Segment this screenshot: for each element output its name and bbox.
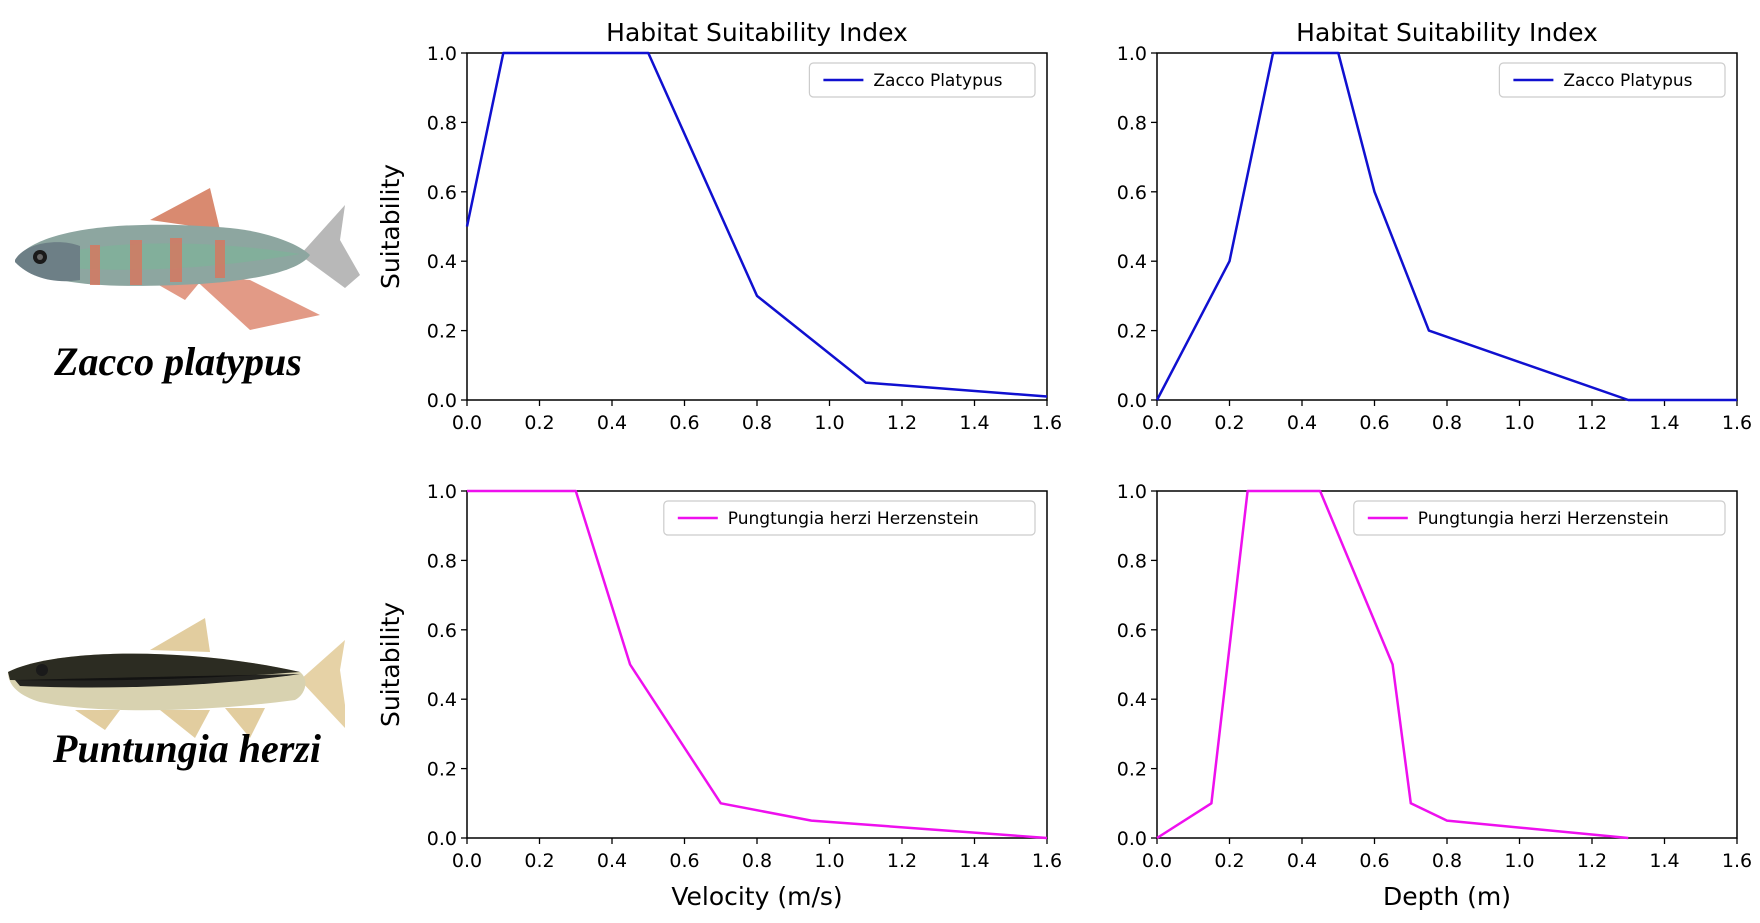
chart2-series-line bbox=[1155, 51, 1737, 402]
chart1-x-tick-label: 1.2 bbox=[887, 412, 917, 434]
chart4-legend-label: Pungtungia herzi Herzenstein bbox=[1418, 509, 1669, 529]
chart2-y-tick-label: 0.2 bbox=[1117, 321, 1147, 343]
chart3-x-tick-label: 0.8 bbox=[742, 850, 772, 872]
chart3-x-tick-label: 1.0 bbox=[814, 850, 844, 872]
chart3-y-tick-label: 0.8 bbox=[427, 550, 457, 572]
chart4-x-tick-label: 1.6 bbox=[1722, 850, 1752, 872]
chart4-y-tick-label: 0.6 bbox=[1117, 620, 1147, 642]
chart4-x-tick-label: 0.4 bbox=[1287, 850, 1317, 872]
chart3-y-tick-label: 0.4 bbox=[427, 689, 457, 711]
chart2-x-tick-label: 0.6 bbox=[1359, 412, 1389, 434]
chart3-y-tick-label: 1.0 bbox=[427, 481, 457, 503]
chart4-x-tick-label: 0.0 bbox=[1142, 850, 1172, 872]
chart3-axes-frame bbox=[466, 490, 1048, 839]
chart3-x-tick-label: 1.6 bbox=[1032, 850, 1062, 872]
chart1-y-tick-label: 1.0 bbox=[427, 43, 457, 65]
chart4-y-tick-label: 0.8 bbox=[1117, 550, 1147, 572]
chart3-y-tick-label: 0.6 bbox=[427, 620, 457, 642]
chart3-x-tick-label: 0.0 bbox=[452, 850, 482, 872]
chart4-x-tick-label: 0.2 bbox=[1214, 850, 1244, 872]
chart1-x-tick-label: 0.6 bbox=[669, 412, 699, 434]
chart1-axes-frame bbox=[466, 52, 1048, 401]
chart4-x-tick-label: 1.2 bbox=[1577, 850, 1607, 872]
chart4-legend-box bbox=[1353, 500, 1726, 536]
chart2-axes-frame bbox=[1156, 52, 1738, 401]
chart3-x-axis-label: Velocity (m/s) bbox=[671, 882, 842, 911]
chart3-x-tick-label: 0.4 bbox=[597, 850, 627, 872]
chart4-series-line bbox=[1156, 489, 1629, 840]
chart4-x-tick-label: 1.4 bbox=[1649, 850, 1679, 872]
chart2-y-tick-label: 0.8 bbox=[1117, 112, 1147, 134]
chart1-legend-box bbox=[808, 62, 1036, 98]
chart1-x-tick-label: 1.0 bbox=[814, 412, 844, 434]
species-label-puntungia-herzi: Puntungia herzi bbox=[53, 726, 321, 771]
chart3-series-line bbox=[467, 489, 1048, 840]
chart1-legend-label: Zacco Platypus bbox=[873, 71, 1002, 91]
chart4-x-axis-label: Depth (m) bbox=[1383, 882, 1511, 911]
zacco-platypus-fish-image bbox=[15, 188, 360, 330]
puntungia-herzi-fish-image bbox=[8, 618, 345, 738]
chart4-y-tick-label: 0.2 bbox=[1117, 759, 1147, 781]
chart1-x-tick-label: 0.4 bbox=[597, 412, 627, 434]
chart1-y-tick-label: 0.2 bbox=[427, 321, 457, 343]
chart2-x-tick-label: 1.0 bbox=[1504, 412, 1534, 434]
chart2-legend-box bbox=[1498, 62, 1726, 98]
chart2-y-tick-label: 1.0 bbox=[1117, 43, 1147, 65]
chart2-x-tick-label: 1.2 bbox=[1577, 412, 1607, 434]
chart3-legend-box bbox=[663, 500, 1036, 536]
chart1-x-tick-label: 1.6 bbox=[1032, 412, 1062, 434]
chart3-x-tick-label: 0.2 bbox=[524, 850, 554, 872]
chart1-x-tick-label: 0.8 bbox=[742, 412, 772, 434]
chart1-y-tick-label: 0.0 bbox=[427, 390, 457, 412]
chart4-y-tick-label: 1.0 bbox=[1117, 481, 1147, 503]
chart4-x-tick-label: 0.6 bbox=[1359, 850, 1389, 872]
chart1-series-line bbox=[465, 51, 1048, 398]
chart3-x-tick-label: 1.2 bbox=[887, 850, 917, 872]
chart3-y-tick-label: 0.0 bbox=[427, 828, 457, 850]
chart1-y-tick-label: 0.8 bbox=[427, 112, 457, 134]
chart2-y-tick-label: 0.6 bbox=[1117, 182, 1147, 204]
chart3-x-tick-label: 0.6 bbox=[669, 850, 699, 872]
chart2-x-tick-label: 0.0 bbox=[1142, 412, 1172, 434]
chart2-y-tick-label: 0.0 bbox=[1117, 390, 1147, 412]
chart3-y-tick-label: 0.2 bbox=[427, 759, 457, 781]
chart1-y-tick-label: 0.6 bbox=[427, 182, 457, 204]
chart1-y-tick-label: 0.4 bbox=[427, 251, 457, 273]
chart1-x-tick-label: 1.4 bbox=[959, 412, 989, 434]
chart1-title: Habitat Suitability Index bbox=[606, 18, 908, 47]
chart1-y-axis-label: Suitability bbox=[376, 164, 405, 289]
chart4-axes-frame bbox=[1156, 490, 1738, 839]
chart4-y-tick-label: 0.0 bbox=[1117, 828, 1147, 850]
chart3-y-axis-label: Suitability bbox=[376, 602, 405, 727]
chart2-title: Habitat Suitability Index bbox=[1296, 18, 1598, 47]
species-label-zacco-platypus: Zacco platypus bbox=[54, 339, 302, 384]
chart2-x-tick-label: 1.4 bbox=[1649, 412, 1679, 434]
chart4-x-tick-label: 1.0 bbox=[1504, 850, 1534, 872]
chart2-x-tick-label: 0.8 bbox=[1432, 412, 1462, 434]
chart3-legend-label: Pungtungia herzi Herzenstein bbox=[728, 509, 979, 529]
chart1-x-tick-label: 0.0 bbox=[452, 412, 482, 434]
chart3-x-tick-label: 1.4 bbox=[959, 850, 989, 872]
chart2-x-tick-label: 0.2 bbox=[1214, 412, 1244, 434]
chart4-x-tick-label: 0.8 bbox=[1432, 850, 1462, 872]
chart2-legend-label: Zacco Platypus bbox=[1563, 71, 1692, 91]
chart4-y-tick-label: 0.4 bbox=[1117, 689, 1147, 711]
chart2-y-tick-label: 0.4 bbox=[1117, 251, 1147, 273]
chart2-x-tick-label: 0.4 bbox=[1287, 412, 1317, 434]
chart2-x-tick-label: 1.6 bbox=[1722, 412, 1752, 434]
chart1-x-tick-label: 0.2 bbox=[524, 412, 554, 434]
